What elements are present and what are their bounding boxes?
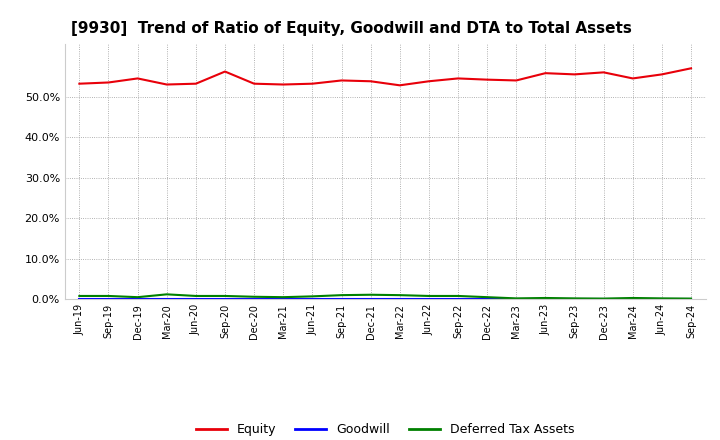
Deferred Tax Assets [104, 293, 113, 299]
Equity [75, 81, 84, 86]
Equity [657, 72, 666, 77]
Deferred Tax Assets [75, 293, 84, 299]
Goodwill [308, 297, 317, 302]
Deferred Tax Assets [599, 296, 608, 301]
Deferred Tax Assets [192, 293, 200, 299]
Equity [250, 81, 258, 86]
Goodwill [337, 297, 346, 302]
Equity [687, 66, 696, 71]
Goodwill [687, 297, 696, 302]
Equity [425, 79, 433, 84]
Deferred Tax Assets [629, 295, 637, 301]
Goodwill [599, 297, 608, 302]
Equity [483, 77, 492, 82]
Goodwill [250, 297, 258, 302]
Goodwill [570, 297, 579, 302]
Line: Equity: Equity [79, 68, 691, 85]
Deferred Tax Assets [366, 292, 375, 297]
Equity [366, 79, 375, 84]
Goodwill [133, 297, 142, 302]
Goodwill [163, 297, 171, 302]
Equity [454, 76, 462, 81]
Equity [541, 70, 550, 76]
Goodwill [629, 297, 637, 302]
Equity [395, 83, 404, 88]
Equity [512, 78, 521, 83]
Deferred Tax Assets [395, 293, 404, 298]
Deferred Tax Assets [279, 294, 287, 300]
Goodwill [366, 297, 375, 302]
Deferred Tax Assets [250, 294, 258, 299]
Goodwill [279, 297, 287, 302]
Deferred Tax Assets [133, 294, 142, 300]
Deferred Tax Assets [512, 296, 521, 301]
Equity [163, 82, 171, 87]
Equity [599, 70, 608, 75]
Goodwill [395, 297, 404, 302]
Equity [133, 76, 142, 81]
Equity [279, 82, 287, 87]
Equity [308, 81, 317, 86]
Goodwill [104, 297, 113, 302]
Goodwill [75, 297, 84, 302]
Line: Deferred Tax Assets: Deferred Tax Assets [79, 294, 691, 299]
Legend: Equity, Goodwill, Deferred Tax Assets: Equity, Goodwill, Deferred Tax Assets [191, 418, 580, 440]
Goodwill [483, 297, 492, 302]
Deferred Tax Assets [657, 296, 666, 301]
Deferred Tax Assets [454, 293, 462, 299]
Deferred Tax Assets [337, 293, 346, 298]
Equity [220, 69, 229, 74]
Equity [629, 76, 637, 81]
Goodwill [541, 297, 550, 302]
Goodwill [192, 297, 200, 302]
Text: [9930]  Trend of Ratio of Equity, Goodwill and DTA to Total Assets: [9930] Trend of Ratio of Equity, Goodwil… [71, 21, 632, 36]
Deferred Tax Assets [425, 293, 433, 299]
Goodwill [512, 297, 521, 302]
Goodwill [454, 297, 462, 302]
Equity [337, 78, 346, 83]
Deferred Tax Assets [220, 293, 229, 299]
Deferred Tax Assets [570, 296, 579, 301]
Deferred Tax Assets [483, 294, 492, 300]
Equity [192, 81, 200, 86]
Deferred Tax Assets [163, 292, 171, 297]
Goodwill [657, 297, 666, 302]
Goodwill [220, 297, 229, 302]
Goodwill [425, 297, 433, 302]
Deferred Tax Assets [687, 296, 696, 301]
Equity [104, 80, 113, 85]
Equity [570, 72, 579, 77]
Deferred Tax Assets [308, 294, 317, 299]
Deferred Tax Assets [541, 295, 550, 301]
